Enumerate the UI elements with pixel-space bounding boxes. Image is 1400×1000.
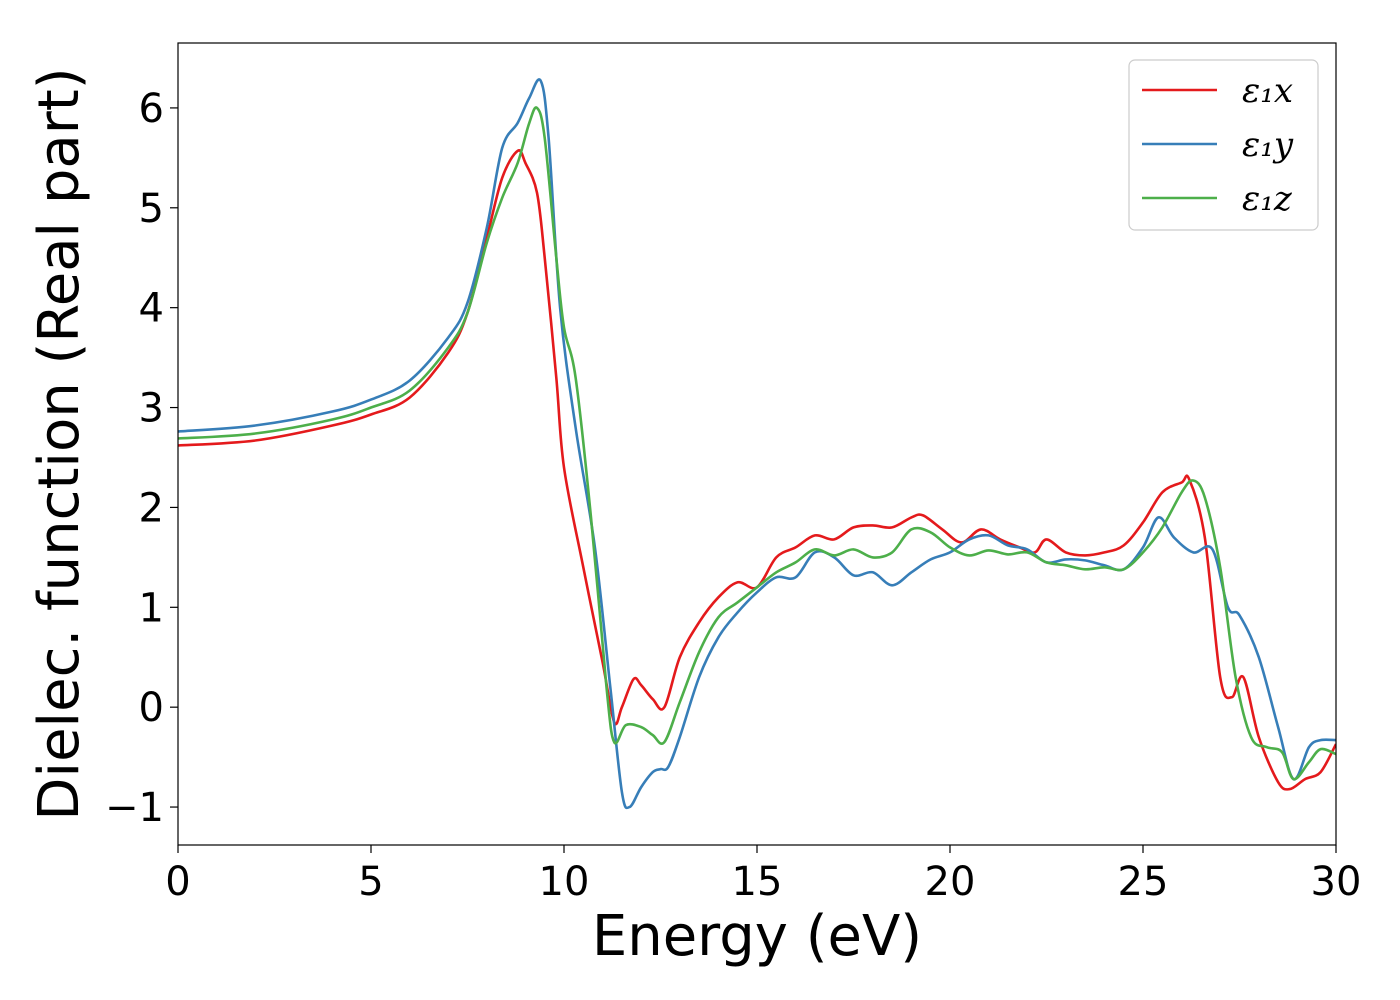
legend-box <box>1128 59 1319 231</box>
y-tick-label: 3 <box>139 386 164 432</box>
x-tick-label: 0 <box>165 859 190 905</box>
x-tick-label: 10 <box>539 859 590 905</box>
y-tick-label: 6 <box>139 86 164 132</box>
x-tick-label: 25 <box>1118 859 1169 905</box>
y-tick-label: 4 <box>139 286 164 332</box>
legend-label-3: ε₁z <box>1242 179 1293 219</box>
x-tick-label: 15 <box>732 859 783 905</box>
y-tick-label: −1 <box>105 785 164 831</box>
x-tick-label: 30 <box>1311 859 1362 905</box>
series-line-3 <box>178 106 1336 781</box>
y-axis-label: Dielec. function (Real part) <box>27 67 92 820</box>
plot-lines <box>178 78 1336 810</box>
legend-label-2: ε₁y <box>1242 125 1294 165</box>
y-tick-label: 5 <box>139 186 164 232</box>
series-line-2 <box>178 78 1336 810</box>
legend: ε₁x ε₁y ε₁z <box>1128 59 1319 231</box>
series-line-1 <box>178 149 1336 791</box>
legend-label-1: ε₁x <box>1242 71 1293 111</box>
y-tick-label: 0 <box>139 685 164 731</box>
y-axis-ticks: −1 0 1 2 3 4 5 6 <box>105 86 178 831</box>
x-tick-label: 20 <box>925 859 976 905</box>
x-axis-label: Energy (eV) <box>592 904 922 969</box>
x-tick-label: 5 <box>358 859 383 905</box>
y-tick-label: 2 <box>139 485 164 531</box>
y-tick-label: 1 <box>139 585 164 631</box>
x-axis-ticks: 0 5 10 15 20 25 30 <box>165 845 1361 905</box>
